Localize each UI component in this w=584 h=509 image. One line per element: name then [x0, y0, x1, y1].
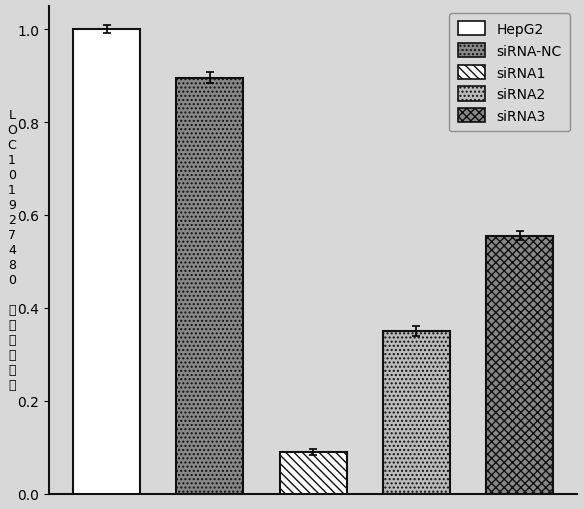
- Legend: HepG2, siRNA-NC, siRNA1, siRNA2, siRNA3: HepG2, siRNA-NC, siRNA1, siRNA2, siRNA3: [449, 14, 570, 132]
- Bar: [176, 79, 244, 494]
- Bar: [280, 452, 347, 494]
- Bar: [73, 30, 140, 494]
- Y-axis label: L
O
C
1
0
1
9
2
7
4
8
0
 
的
相
对
表
达
量: L O C 1 0 1 9 2 7 4 8 0 的 相 对 表 达 量: [7, 109, 17, 391]
- Bar: [486, 236, 553, 494]
- Bar: [383, 331, 450, 494]
